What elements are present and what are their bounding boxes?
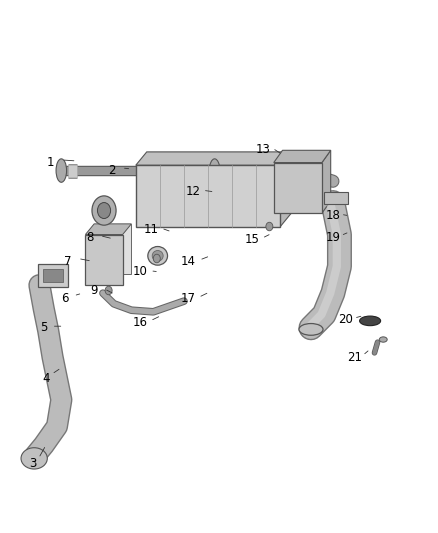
Ellipse shape — [299, 324, 323, 335]
FancyBboxPatch shape — [38, 264, 68, 287]
FancyBboxPatch shape — [147, 152, 291, 213]
Text: 6: 6 — [61, 292, 69, 305]
Text: 1: 1 — [46, 156, 54, 169]
FancyBboxPatch shape — [274, 163, 322, 213]
Text: 7: 7 — [64, 255, 72, 268]
Ellipse shape — [97, 203, 110, 219]
Text: 14: 14 — [181, 255, 196, 268]
Text: 9: 9 — [90, 284, 98, 297]
FancyBboxPatch shape — [324, 192, 348, 204]
Text: 5: 5 — [40, 321, 47, 334]
Text: 17: 17 — [181, 292, 196, 305]
Text: 13: 13 — [255, 143, 270, 156]
Circle shape — [153, 254, 160, 263]
Ellipse shape — [379, 337, 387, 342]
Ellipse shape — [56, 159, 67, 182]
Polygon shape — [274, 150, 331, 163]
Ellipse shape — [209, 159, 220, 182]
Ellipse shape — [360, 316, 381, 326]
Ellipse shape — [92, 196, 116, 225]
Text: 12: 12 — [185, 185, 200, 198]
FancyBboxPatch shape — [94, 224, 131, 274]
Text: 16: 16 — [133, 316, 148, 329]
FancyBboxPatch shape — [43, 269, 63, 282]
Text: 3: 3 — [29, 457, 36, 470]
Ellipse shape — [148, 246, 167, 265]
Ellipse shape — [21, 448, 47, 469]
Polygon shape — [322, 150, 331, 213]
Text: 2: 2 — [108, 164, 116, 177]
Text: 8: 8 — [86, 231, 93, 244]
Polygon shape — [85, 224, 131, 235]
Ellipse shape — [152, 251, 163, 261]
Text: 4: 4 — [42, 372, 50, 385]
FancyBboxPatch shape — [136, 165, 280, 227]
Polygon shape — [136, 152, 291, 165]
Text: 20: 20 — [339, 313, 353, 326]
Text: 10: 10 — [133, 265, 148, 278]
Text: 11: 11 — [144, 223, 159, 236]
Circle shape — [105, 286, 112, 295]
Text: 18: 18 — [325, 209, 340, 222]
FancyBboxPatch shape — [85, 235, 123, 285]
Circle shape — [266, 222, 273, 231]
Text: 21: 21 — [347, 351, 362, 364]
Text: 15: 15 — [244, 233, 259, 246]
Polygon shape — [280, 152, 291, 227]
Text: 19: 19 — [325, 231, 340, 244]
